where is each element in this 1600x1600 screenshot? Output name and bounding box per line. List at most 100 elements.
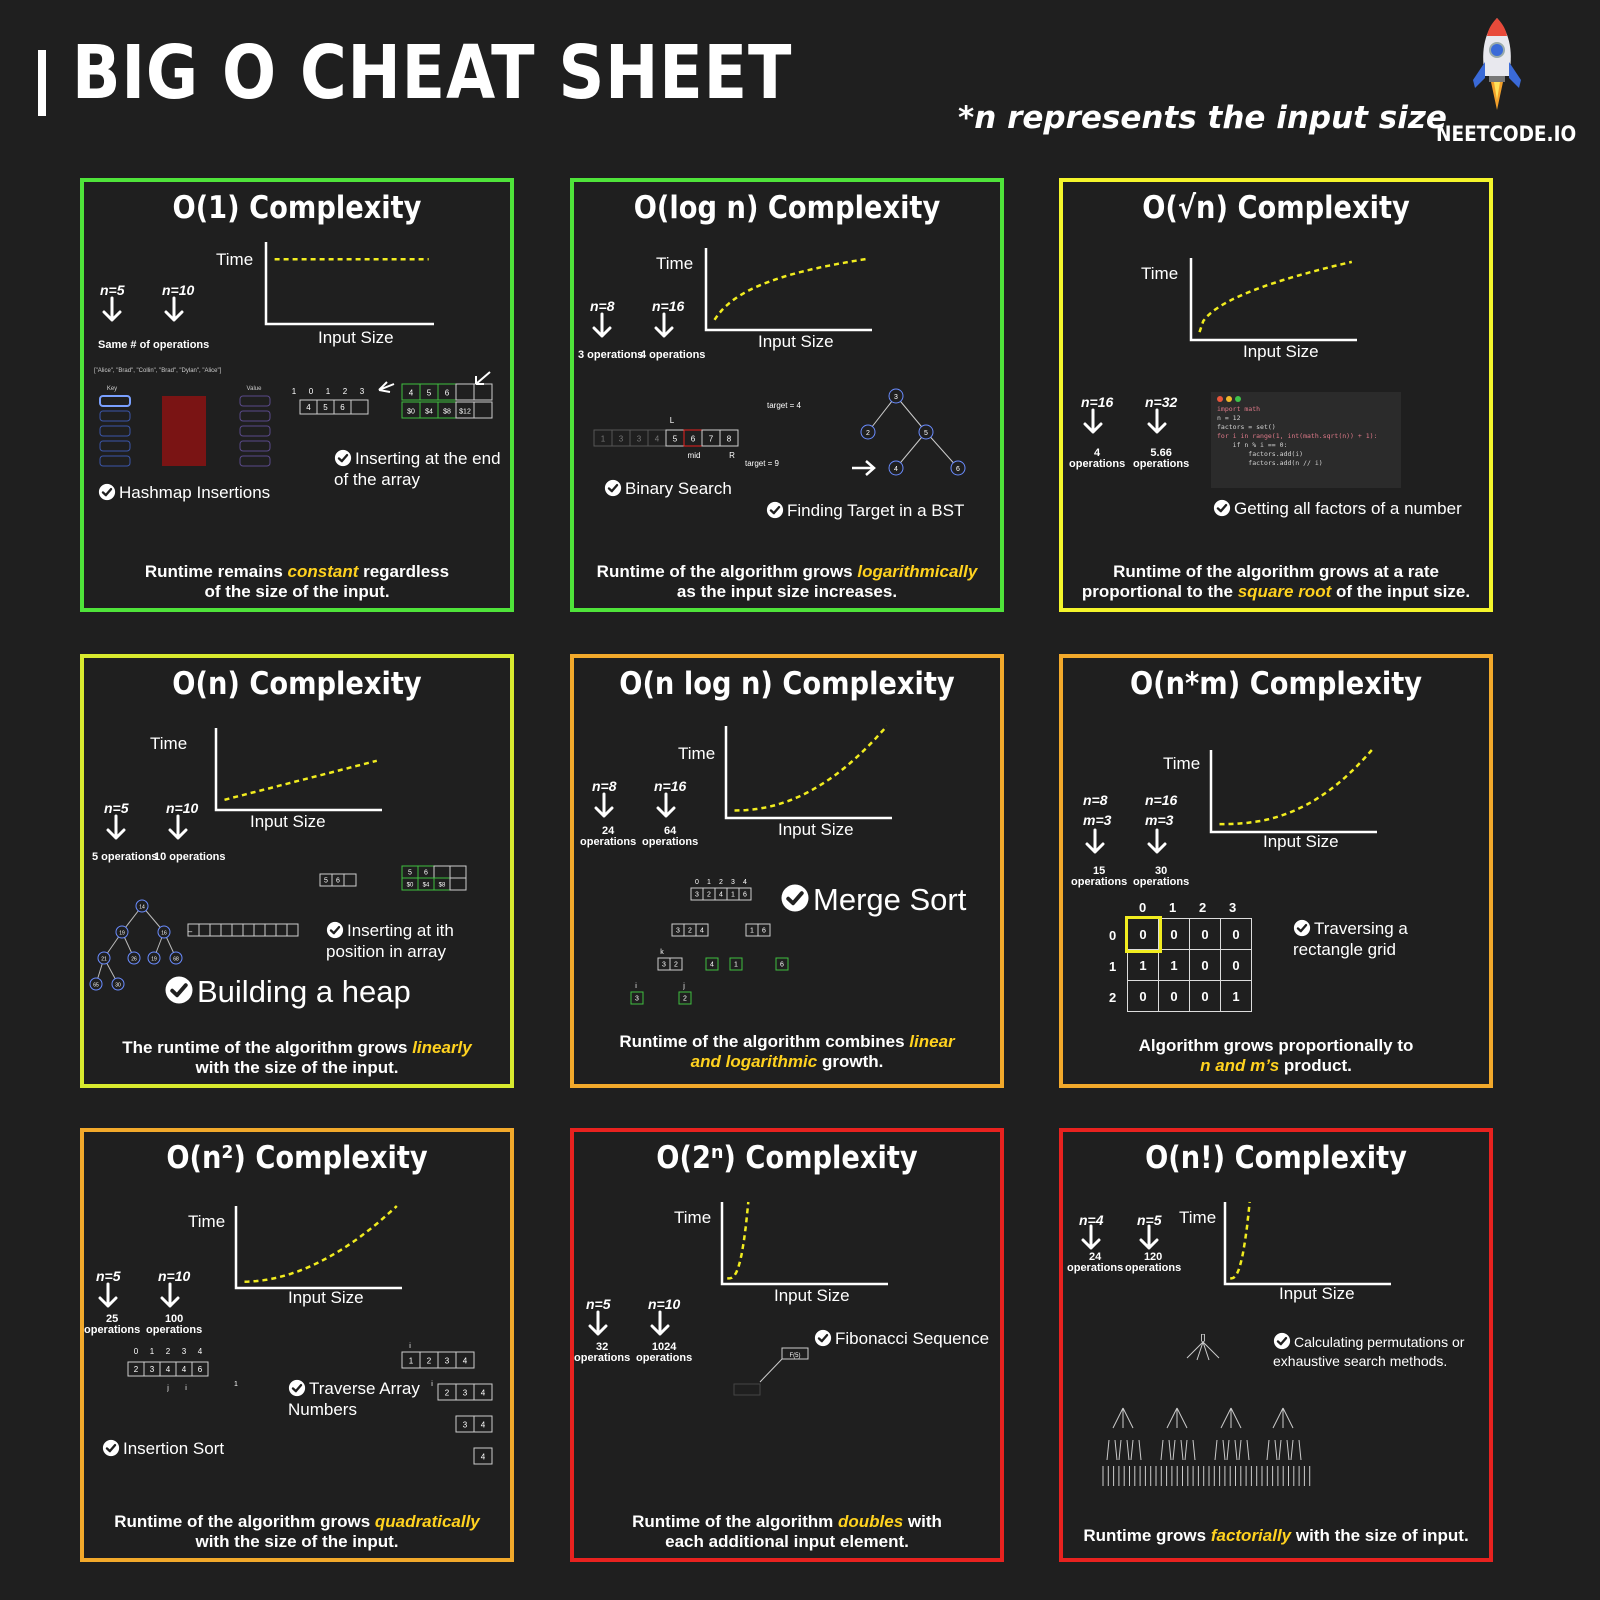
example-label: Inserting at ith position in array: [326, 920, 454, 962]
array-cell: [433, 865, 451, 879]
example-text: Building a heap: [197, 974, 411, 1009]
description-text: growth.: [817, 1052, 884, 1071]
array-cell: [286, 923, 299, 937]
array-cell-value: 3: [635, 996, 639, 1003]
array-cell: [729, 957, 743, 971]
operations-count-small: 4 operations: [1069, 447, 1126, 470]
illustration-label: F(5): [790, 1353, 801, 1359]
time-axis-label: Time: [150, 734, 188, 753]
array-cell-value: 4: [409, 389, 414, 398]
time-axis-label: Time: [1141, 264, 1179, 283]
array-cell: [695, 923, 709, 937]
illustration-label: 19: [119, 931, 125, 937]
illustration-label: 2: [166, 1347, 171, 1356]
check-icon: [766, 501, 784, 519]
description-text: Runtime of the algorithm grows: [596, 562, 858, 581]
example-label: Getting all factors of a number: [1213, 498, 1462, 519]
tree-node: [888, 388, 904, 404]
hash-key-slot: [99, 455, 131, 467]
array-cell-value: 1: [601, 435, 606, 444]
operations-count-small: 24 operations: [580, 825, 637, 848]
n-value-large: n=10: [648, 1296, 681, 1312]
example-label: Binary Search: [604, 478, 732, 499]
permutation-edge: [1222, 1439, 1226, 1461]
down-arrow-icon: [1147, 828, 1167, 854]
hash-key-slot: [99, 440, 131, 452]
growth-curve: [734, 725, 888, 812]
input-size-axis-label: Input Size: [774, 1286, 850, 1305]
down-arrow-icon: [654, 312, 674, 338]
complexity-graph: [704, 248, 872, 332]
description-text: Runtime of the algorithm combines: [619, 1032, 910, 1051]
hash-key-slot: [99, 410, 131, 422]
array-cell: [473, 383, 493, 401]
n-value-large: n=32: [1145, 394, 1178, 410]
card-ologn: O(log n) Complexity Time Input Size n=8 n=16…: [570, 178, 1004, 612]
array-cell-value: 6: [336, 878, 340, 885]
operations-count-large: 4 operations: [640, 349, 706, 361]
code-line: n = 12: [1217, 414, 1241, 422]
graph-axes: [214, 728, 382, 812]
heap-node: [111, 977, 125, 991]
illustration: 0 1 2 3 4 3 2 4 1 6 3 2 4 1 6 k 3 2 4 1 6 i j 3 2: [630, 879, 789, 1005]
description-text: with each additional input element.: [665, 1512, 942, 1551]
grid-row-index: 0: [1109, 928, 1117, 943]
check-icon: [781, 884, 809, 912]
input-size-axis-label: Input Size: [1263, 832, 1339, 851]
graph-axes: [720, 1202, 888, 1286]
example-label: Traverse Array Numbers: [288, 1378, 420, 1420]
illustration-label: 68: [173, 957, 179, 963]
description-text: regardless of the size of the input.: [204, 562, 450, 601]
illustration: F(5): [733, 1347, 809, 1396]
array-cell-value: 4: [481, 1453, 486, 1462]
tree-edge: [895, 431, 927, 469]
description-highlight: linearly: [412, 1038, 472, 1057]
example-text: Finding Target in a BST: [787, 501, 965, 520]
illustration-label: 16: [161, 931, 167, 937]
description-text: with the size of input.: [1291, 1526, 1469, 1545]
permutation-edge: [1226, 1439, 1230, 1461]
card-o2n: O(2ⁿ) Complexity Time Input Size n=5 n=10 32 …: [570, 1128, 1004, 1562]
array-cell-value: 5: [427, 389, 432, 398]
operations-count-large: 64 operations: [642, 825, 699, 848]
illustration-label: target = 9: [745, 459, 780, 468]
array-cell-value: 6: [780, 962, 784, 969]
card-onfact: O(n!) Complexity Time Input Size n=4 n=5 24 o…: [1059, 1128, 1493, 1562]
n-value-small: n=8 m=3: [1083, 792, 1112, 828]
array-cell: [473, 1383, 493, 1401]
down-arrow-icon: [164, 296, 184, 322]
permutation-edge: [1282, 1407, 1294, 1429]
permutation-edge: [1220, 1407, 1232, 1429]
illustration-label: i: [431, 1381, 433, 1388]
illustration-label: 2: [719, 879, 723, 886]
input-size-axis-label: Input Size: [778, 820, 854, 839]
n-value-small: n=8: [592, 778, 617, 794]
code-line: import math: [1217, 405, 1261, 413]
illustration-label: R: [729, 451, 735, 460]
input-size-axis-label: Input Size: [1243, 342, 1319, 361]
grid-cell: 0: [1220, 949, 1252, 981]
example-text: Traverse Array Numbers: [288, 1379, 420, 1419]
array-cell-value: $8: [439, 883, 446, 889]
n-value-large: n=16 m=3: [1145, 792, 1178, 828]
check-icon: [326, 921, 344, 939]
illustration-label: 0: [134, 1347, 139, 1356]
array-cell-value: 3: [637, 435, 642, 444]
heap-node: [127, 951, 141, 965]
array-cell-value: 6: [198, 1365, 203, 1374]
array-cell: [275, 923, 288, 937]
array-cell-value: $4: [423, 883, 430, 889]
permutation-edge: [1138, 1439, 1142, 1461]
illustration-label: mid: [688, 451, 701, 460]
array-cell-value: 4: [710, 962, 714, 969]
description-text: Runtime of the algorithm grows at a rate…: [1081, 562, 1439, 601]
n-value-small: n=5: [586, 1296, 611, 1312]
example-label: Fibonacci Sequence: [814, 1328, 989, 1349]
tree-node: [860, 424, 876, 440]
down-arrow-icon: [588, 1310, 608, 1336]
tree-node: [888, 460, 904, 476]
permutation-edge: [1266, 1439, 1270, 1461]
permutation-edge: [1166, 1407, 1178, 1429]
permutation-edge: [1214, 1439, 1218, 1461]
